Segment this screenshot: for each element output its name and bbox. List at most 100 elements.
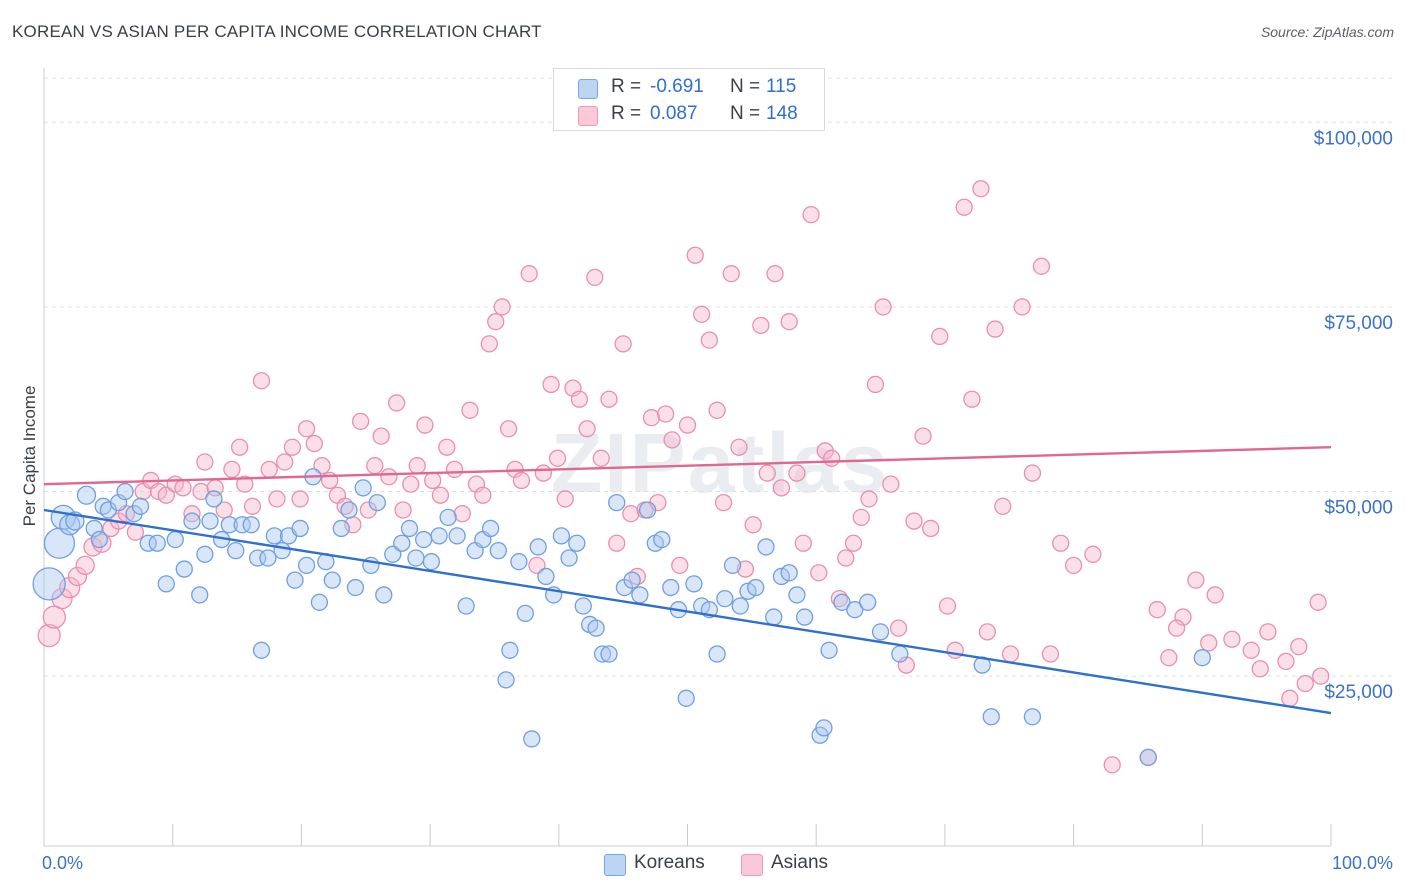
asian-point [614,335,632,353]
asian-point [972,180,990,198]
r-value: -0.691 [650,76,704,97]
korean-point [631,586,649,604]
asian-point [431,486,450,504]
korean-point [501,641,519,659]
korean-point [638,501,657,519]
asian-point [578,420,596,438]
asian-point [402,475,420,493]
korean-point [859,593,877,611]
korean-point [90,530,108,549]
asian-point [260,460,278,479]
chart-title: KOREAN VS ASIAN PER CAPITA INCOME CORREL… [12,22,542,41]
asian-point [67,566,88,587]
korean-swatch [604,854,626,876]
asian-point [663,431,681,449]
asian-point [788,464,806,482]
korean-point [560,549,578,567]
asian-point [1290,637,1308,656]
asian-point [51,587,73,610]
asian-point [305,434,323,453]
asian-point [283,438,302,456]
korean-point [600,645,618,663]
asian-point [192,482,210,501]
korean-point [368,493,386,512]
asian-point [1041,645,1060,663]
korean-point [415,530,433,549]
asian-point [671,556,689,575]
asian-point [570,390,589,408]
korean-point [139,534,157,552]
korean-point [489,541,507,560]
asian-point [744,516,762,534]
asian-point [922,519,940,538]
asian-point [493,298,511,316]
asian-point [802,205,820,224]
asian-point [1052,534,1070,552]
asian-point [252,372,271,390]
asian-point [372,427,390,445]
asian-point [986,320,1004,338]
korean-point [323,571,341,589]
asian-swatch [578,106,598,126]
asian-point [860,490,878,508]
asian-point [556,490,574,508]
asian-point [1167,619,1186,637]
korean-point [523,730,541,748]
asian-point [1312,667,1330,685]
asian-point [882,475,900,493]
korean-point [457,597,475,615]
asian-point [387,394,406,412]
asian-point [622,505,640,523]
asian-point [642,409,661,427]
korean-point [196,545,214,563]
y-tick-label: $25,000 [1324,682,1393,703]
asian-point [866,375,885,394]
asian-point [1296,674,1314,693]
legend-label: Asians [771,852,829,873]
asian-point [291,490,309,508]
asian-point [394,501,412,519]
asian-point [938,597,957,615]
asian-point [268,490,286,508]
asian-point [157,486,175,504]
n-value: 115 [766,76,797,97]
korean-point [448,527,466,545]
asian-point [608,534,626,552]
asian-point [534,464,553,482]
legend-label: Koreans [634,852,705,873]
korean-point [780,564,798,582]
asian-point [1259,623,1277,641]
asian-point [408,457,426,475]
asian-point [445,460,464,479]
asian-point [1206,586,1224,604]
asian-point [461,401,479,419]
korean-point [233,516,251,534]
korean-trend-line [43,508,1332,715]
asian-point [236,475,254,493]
asian-point [548,449,567,467]
korean-point [765,608,783,626]
korean-point [833,593,851,611]
asian-point [1309,593,1327,611]
asian-point [351,412,370,431]
asian-point [730,438,748,456]
asian-point [366,457,384,475]
asian-point [1200,634,1218,652]
korean-point [623,571,641,589]
asian-point [852,508,870,527]
asian-point [722,265,740,283]
asian-point [297,420,316,438]
korean-point [529,538,547,556]
korean-point [166,530,184,549]
asian-point [837,549,855,567]
y-tick-label: $100,000 [1314,128,1393,149]
korean-point [273,541,291,560]
r-label: R = [611,103,642,124]
asian-point [708,401,726,419]
asian-point [1103,756,1121,774]
korean-point [157,575,175,593]
asian-point [126,523,145,541]
asian-point [600,390,618,408]
asian-point [1148,601,1166,619]
